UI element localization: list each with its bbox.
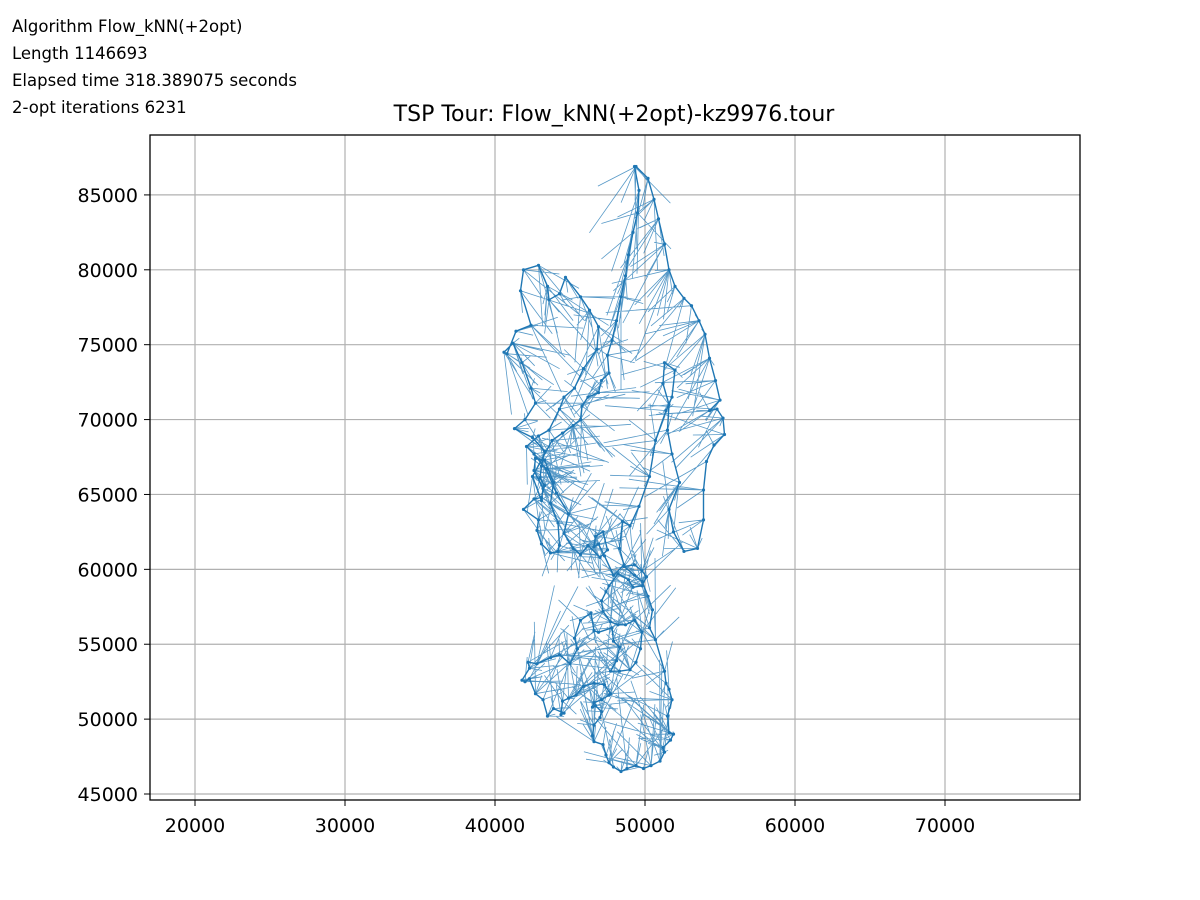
y-tick-label: 80000 <box>78 260 138 282</box>
info-algorithm: Algorithm Flow_kNN(+2opt) <box>12 17 243 36</box>
tour-interior-texture <box>503 166 725 772</box>
x-tick-label: 60000 <box>765 815 825 837</box>
data-layer <box>502 164 727 774</box>
x-tick-label: 70000 <box>915 815 975 837</box>
plot-frame <box>149 134 1081 801</box>
x-tick-label: 30000 <box>315 815 375 837</box>
city-point <box>541 698 545 702</box>
y-tick-label: 45000 <box>78 784 138 806</box>
city-point <box>589 611 593 615</box>
x-tick-label: 50000 <box>615 815 675 837</box>
info-elapsed-time: Elapsed time 318.389075 seconds <box>12 71 297 90</box>
y-tick-label: 55000 <box>78 634 138 656</box>
x-tick-label: 20000 <box>165 815 225 837</box>
y-tick-label: 65000 <box>78 484 138 506</box>
y-tick-label: 60000 <box>78 559 138 581</box>
tour-path <box>503 166 726 576</box>
city-point <box>596 630 601 634</box>
y-tick-label: 85000 <box>78 185 138 207</box>
grid-layer <box>150 135 1080 800</box>
chart-title: TSP Tour: Flow_kNN(+2opt)-kz9976.tour <box>393 102 836 127</box>
info-2opt-iterations: 2-opt iterations 6231 <box>12 98 187 117</box>
info-length: Length 1146693 <box>12 44 148 63</box>
axis-layer: 20000 30000 40000 50000 60000 70000 45000 50000… <box>78 134 1081 837</box>
y-tick-label: 70000 <box>78 410 138 432</box>
x-tick-label: 40000 <box>465 815 525 837</box>
y-tick-label: 75000 <box>78 335 138 357</box>
city-point <box>650 608 655 612</box>
y-tick-label: 50000 <box>78 709 138 731</box>
